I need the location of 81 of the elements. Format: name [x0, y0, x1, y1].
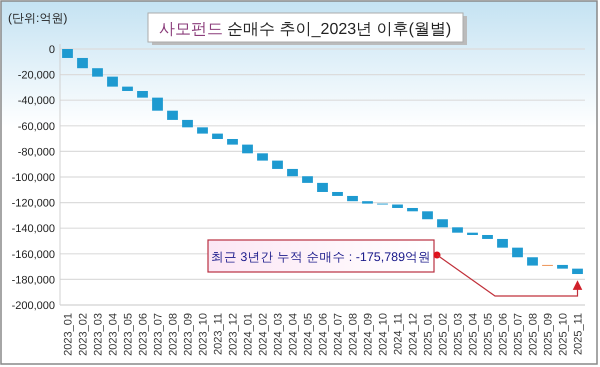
y-axis-title: (단위:억원) [8, 11, 68, 25]
bar [437, 219, 448, 228]
x-tick-label: 2025_07 [512, 313, 524, 356]
x-tick-label: 2023_04 [108, 313, 120, 356]
x-tick-label: 2025_05 [482, 313, 494, 356]
bar [182, 120, 193, 128]
x-tick-label: 2025_04 [468, 313, 480, 356]
x-tick-label: 2024_03 [272, 313, 284, 356]
bar [407, 208, 418, 212]
bar [482, 234, 493, 239]
x-tick-label: 2024_12 [408, 313, 420, 356]
x-tick-label: 2023_01 [62, 313, 74, 356]
bar [317, 182, 328, 192]
bar [527, 257, 538, 266]
x-tick-label: 2023_12 [228, 313, 240, 356]
x-tick-label: 2024_08 [348, 313, 360, 356]
bar [197, 127, 208, 134]
x-tick-label: 2025_06 [498, 313, 510, 356]
bar [167, 110, 178, 120]
x-tick-label: 2024_01 [242, 313, 254, 356]
x-tick-label: 2024_09 [362, 313, 374, 356]
y-tick-label: -200,000 [12, 300, 55, 312]
bar [92, 68, 103, 77]
y-tick-label: -60,000 [18, 120, 55, 133]
x-tick-label: 2024_07 [332, 313, 344, 356]
x-tick-label: 2023_08 [168, 313, 180, 356]
y-tick-label: -180,000 [12, 274, 55, 286]
y-tick-label: -20,000 [18, 70, 55, 82]
x-tick-label: 2025_03 [452, 313, 464, 356]
bar [77, 58, 88, 68]
x-tick-label: 2025_08 [528, 313, 540, 356]
x-tick-label: 2024_02 [258, 313, 270, 356]
x-tick-label: 2025_01 [422, 313, 434, 356]
x-tick-label: 2023_05 [122, 313, 134, 356]
bar [557, 264, 568, 269]
x-tick-label: 2024_06 [318, 313, 330, 356]
bar [242, 144, 253, 154]
x-tick-label: 2023_09 [182, 313, 194, 356]
bar [152, 98, 163, 111]
x-tick-label: 2025_11 [572, 313, 584, 356]
y-tick-label: -80,000 [18, 146, 55, 158]
x-tick-label: 2024_11 [392, 313, 404, 356]
chart-title: 사모펀드 순매수 추이_2023년 이후(월별) [158, 21, 452, 38]
bar [572, 268, 583, 274]
y-tick-label: -140,000 [12, 223, 55, 236]
y-tick-label: -120,000 [12, 198, 55, 210]
bar [347, 196, 358, 202]
bar [272, 160, 283, 169]
x-tick-label: 2023_07 [152, 313, 164, 356]
bar [302, 176, 313, 183]
annotation: 최근 3년간 누적 순매수 : -175,789억원 [210, 250, 432, 264]
bar [137, 90, 148, 98]
y-tick-label: -160,000 [12, 248, 55, 261]
x-tick-label: 2024_10 [378, 313, 390, 356]
x-tick-label: 2025_09 [542, 313, 554, 356]
x-tick-label: 2025_02 [438, 313, 450, 356]
y-tick-label: -40,000 [18, 95, 55, 108]
y-tick-label: -100,000 [12, 172, 55, 184]
bar [392, 204, 403, 208]
bar [497, 238, 508, 248]
bar [257, 153, 268, 161]
x-tick-label: 2023_02 [78, 313, 90, 356]
bar [212, 134, 223, 139]
bar [452, 227, 463, 233]
bar [122, 86, 133, 91]
x-tick-label: 2024_05 [302, 313, 314, 356]
x-tick-label: 2023_06 [138, 313, 150, 356]
bar [62, 49, 73, 58]
bar [227, 138, 238, 145]
x-tick-label: 2023_03 [92, 313, 104, 356]
y-tick-label: 0 [48, 44, 55, 56]
x-tick-label: 2025_10 [558, 313, 570, 356]
bar [287, 168, 298, 176]
x-tick-label: 2023_11 [212, 313, 224, 356]
x-tick-label: 2023_10 [198, 313, 210, 356]
bar [332, 192, 343, 196]
bar [362, 201, 373, 204]
bar [512, 248, 523, 258]
x-tick-label: 2024_04 [288, 313, 300, 356]
bar [422, 211, 433, 220]
bar [107, 76, 118, 87]
